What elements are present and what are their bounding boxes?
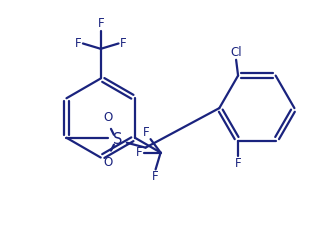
Text: F: F	[119, 37, 126, 50]
Text: F: F	[136, 146, 143, 159]
Text: Cl: Cl	[230, 46, 242, 59]
Text: O: O	[103, 111, 113, 124]
Text: F: F	[75, 37, 82, 50]
Text: S: S	[113, 132, 123, 147]
Text: O: O	[103, 156, 113, 169]
Text: F: F	[152, 170, 159, 183]
Text: F: F	[143, 126, 149, 139]
Text: F: F	[98, 17, 104, 30]
Text: F: F	[235, 157, 242, 170]
